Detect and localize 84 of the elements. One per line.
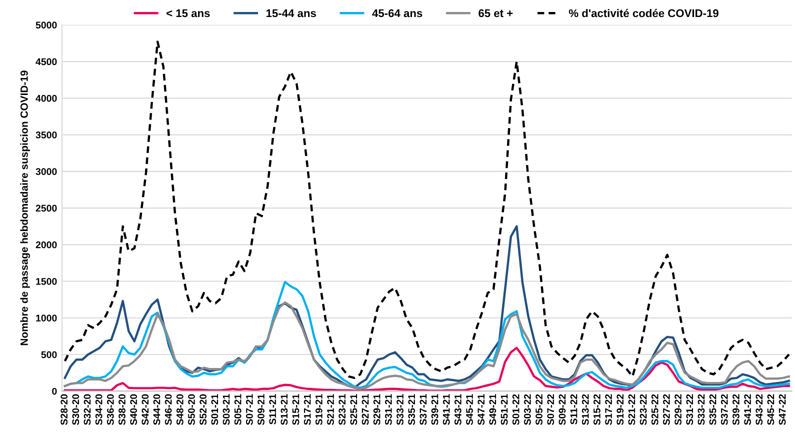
x-tick-label: S49-21 <box>489 394 496 425</box>
x-tick-label: S41-22 <box>744 394 751 425</box>
x-tick-label: S45-22 <box>767 394 774 425</box>
x-tick-label: S28-20 <box>60 394 68 425</box>
x-tick-label: S15-22 <box>594 394 600 425</box>
legend-label: 15-44 ans <box>266 9 316 18</box>
legend-label: % d'activité codée COVID-19 <box>568 8 718 18</box>
y-tick-label: 4000 <box>36 94 57 102</box>
y-tick-label: 2000 <box>36 241 57 248</box>
x-tick-label: S23-22 <box>640 394 647 425</box>
x-tick-label: S21-21 <box>327 394 334 425</box>
x-tick-label: S31-22 <box>686 394 694 425</box>
x-tick-label: S50-20 <box>188 394 195 425</box>
x-tick-label: S19-22 <box>616 394 624 425</box>
x-tick-label: S23-21 <box>338 394 346 425</box>
x-tick-label: S38-20 <box>118 394 126 425</box>
x-tick-label: S29-22 <box>674 394 682 425</box>
x-tick-label: S03-21 <box>222 394 230 425</box>
x-tick-label: S51-21 <box>500 394 508 425</box>
y-tick-label: 5000 <box>36 22 57 29</box>
x-tick-label: S01-21 <box>211 394 218 425</box>
x-tick-label: S05-21 <box>234 394 242 425</box>
x-tick-label: S29-21 <box>373 394 380 425</box>
x-tick-label: S05-22 <box>536 394 542 425</box>
line-series <box>64 225 790 389</box>
x-tick-label: S11-22 <box>570 394 578 424</box>
x-tick-label: S37-21 <box>420 394 427 425</box>
x-tick-label: S43-22 <box>756 394 763 425</box>
y-tick-label: 3500 <box>36 132 57 138</box>
x-tick-label: S25-21 <box>350 394 358 425</box>
x-tick-label: S25-22 <box>651 394 658 425</box>
y-tick-label: 4500 <box>36 58 57 66</box>
x-tick-label: S13-21 <box>280 394 288 425</box>
x-tick-label: S27-22 <box>663 394 670 425</box>
x-tick-label: S33-22 <box>698 394 705 425</box>
legend-label: 65 et + <box>478 9 513 18</box>
x-tick-label: S47-22 <box>778 394 786 425</box>
x-tick-label: S46-20 <box>164 394 172 425</box>
x-tick-label: S01-22 <box>512 394 520 425</box>
x-tick-label: S43-21 <box>454 394 462 425</box>
x-tick-label: S19-21 <box>315 394 322 425</box>
x-tick-label: S03-22 <box>524 394 531 425</box>
x-tick-label: S35-21 <box>408 394 416 425</box>
x-tick-label: S11-21 <box>269 394 276 424</box>
x-tick-label: S40-20 <box>130 394 138 425</box>
x-tick-label: S39-22 <box>732 394 740 425</box>
x-tick-label: S39-21 <box>431 394 438 425</box>
x-tick-label: S52-20 <box>200 394 207 425</box>
x-tick-label: S27-21 <box>362 394 369 425</box>
x-tick-label: S09-22 <box>558 394 566 425</box>
legend-label: < 15 ans <box>166 9 210 18</box>
y-tick-label: 500 <box>41 351 57 358</box>
y-tick-label: 1500 <box>36 278 57 285</box>
y-tick-label: 0 <box>52 388 57 395</box>
line-series <box>64 40 790 380</box>
x-tick-label: S13-22 <box>582 394 589 425</box>
x-tick-label: S47-21 <box>478 394 485 425</box>
x-tick-label: S37-22 <box>720 394 728 425</box>
x-tick-label: S44-20 <box>153 394 160 425</box>
x-tick-label: S31-21 <box>384 394 392 425</box>
x-tick-label: S09-21 <box>258 394 264 425</box>
y-tick-label: 3000 <box>36 168 57 176</box>
legend-label: 45-64 ans <box>372 9 422 18</box>
x-tick-label: S30-20 <box>72 394 80 425</box>
x-tick-label: S45-21 <box>466 394 473 425</box>
x-tick-label: S41-21 <box>442 394 450 425</box>
y-tick-label: 2500 <box>36 204 57 212</box>
x-tick-label: S35-22 <box>709 394 716 425</box>
x-tick-label: S42-20 <box>142 394 149 425</box>
x-tick-label: S33-21 <box>396 394 404 425</box>
x-tick-label: S17-22 <box>605 394 612 425</box>
y-axis-title: Nombre de passage hebdomadaire suspicion COVID-19 <box>20 70 30 346</box>
x-tick-label: S07-22 <box>547 394 554 425</box>
y-tick-label: 1000 <box>36 314 57 322</box>
x-tick-label: S34-20 <box>95 394 102 425</box>
x-tick-label: S17-21 <box>304 394 311 425</box>
x-tick-label: S15-21 <box>292 394 300 425</box>
x-tick-label: S36-20 <box>106 394 114 425</box>
line-series <box>64 301 790 390</box>
x-tick-label: S07-21 <box>246 394 253 425</box>
x-tick-label: S32-20 <box>84 394 91 425</box>
x-tick-label: S21-22 <box>628 394 636 425</box>
x-tick-label: S48-20 <box>176 394 184 425</box>
line-series <box>64 346 790 392</box>
